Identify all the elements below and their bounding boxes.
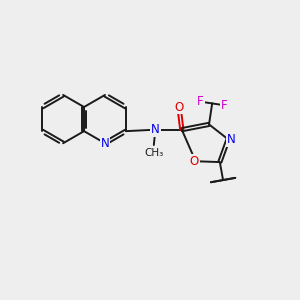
Text: N: N (151, 123, 160, 136)
Text: N: N (227, 133, 236, 146)
Text: F: F (197, 95, 204, 108)
Text: F: F (220, 99, 227, 112)
Text: O: O (190, 155, 199, 168)
Text: CH₃: CH₃ (144, 148, 164, 158)
Text: N: N (100, 137, 109, 150)
Text: O: O (175, 100, 184, 113)
